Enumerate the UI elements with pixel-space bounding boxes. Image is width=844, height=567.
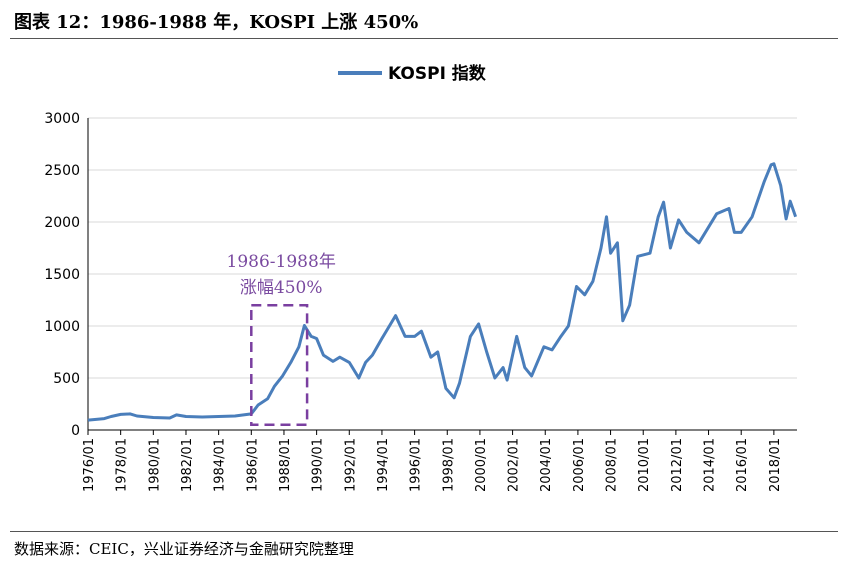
x-tick-label: 2016/01: [735, 438, 750, 492]
x-tick-label: 2008/01: [605, 438, 620, 492]
x-tick-label: 2002/01: [507, 438, 522, 492]
source-divider: [10, 531, 838, 532]
x-tick-label: 2010/01: [637, 438, 652, 492]
kospi-line-chart: 0 500 1000 1500 2000 2500 3000 1976/01 1978/01 19…: [44, 63, 798, 492]
grid-layer: [88, 117, 797, 379]
x-tick-label: 1976/01: [82, 438, 97, 492]
kospi-series-line: [87, 162, 798, 422]
x-tick-label: 1978/01: [115, 438, 130, 492]
figure-title: 图表 12：1986-1988 年，KOSPI 上涨 450%: [14, 12, 419, 33]
x-tick-label: 1994/01: [376, 438, 391, 492]
x-tick-label: 1990/01: [311, 438, 326, 492]
x-tick-label: 1992/01: [343, 438, 358, 492]
y-tick-label: 2500: [44, 163, 80, 179]
x-tick-label: 2004/01: [539, 438, 554, 492]
series-layer: [87, 162, 798, 422]
source-note: 数据来源：CEIC，兴业证券经济与金融研究院整理: [14, 540, 354, 558]
x-tick-label: 1980/01: [147, 438, 162, 492]
legend-label: KOSPI 指数: [388, 63, 487, 84]
x-tick-label: 2018/01: [768, 438, 783, 492]
x-tick-label: 2012/01: [670, 438, 685, 492]
y-tick-label: 0: [71, 423, 80, 439]
x-tick-label: 1986/01: [245, 438, 260, 492]
x-tick-label: 1996/01: [409, 438, 424, 492]
y-tick-label: 1000: [44, 319, 80, 335]
y-tick-label: 2000: [44, 215, 80, 231]
y-tick-label: 3000: [44, 111, 80, 127]
annotation-line-2: 涨幅450%: [240, 278, 323, 298]
x-tick-label: 2000/01: [474, 438, 489, 492]
x-tick-label: 1982/01: [180, 438, 195, 492]
y-tick-label: 500: [53, 371, 80, 387]
title-divider: [10, 38, 838, 39]
annotation-box: [250, 303, 309, 427]
y-tick-label: 1500: [44, 267, 80, 283]
axis-layer: 0 500 1000 1500 2000 2500 3000 1976/01 1978/01 19…: [44, 111, 797, 492]
x-tick-label: 1998/01: [441, 438, 456, 492]
chart-legend: KOSPI 指数: [338, 63, 487, 84]
annotation-line-1: 1986-1988年: [227, 252, 336, 272]
x-tick-label: 1984/01: [213, 438, 228, 492]
x-tick-label: 2006/01: [572, 438, 587, 492]
x-tick-label: 1988/01: [278, 438, 293, 492]
x-tick-label: 2014/01: [703, 438, 718, 492]
